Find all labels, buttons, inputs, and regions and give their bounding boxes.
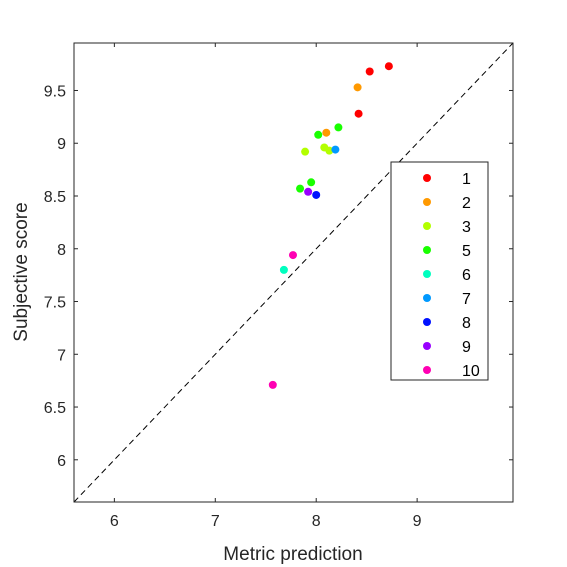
legend-label-2: 2 <box>462 195 471 212</box>
legend-marker-6 <box>423 270 431 278</box>
data-point-series-7 <box>331 145 340 154</box>
legend-marker-10 <box>423 366 431 374</box>
legend-label-5: 5 <box>462 243 471 260</box>
y-tick-label: 7 <box>57 347 66 364</box>
legend-marker-5 <box>423 246 431 254</box>
y-tick-label: 8 <box>57 242 66 259</box>
points-layer <box>268 62 393 389</box>
y-tick-label: 7.5 <box>44 295 66 312</box>
legend-marker-8 <box>423 318 431 326</box>
legend: 1 2 3 5 6 7 8 9 10 <box>390 161 489 381</box>
legend-marker-2 <box>423 198 431 206</box>
data-point-series-5 <box>334 123 343 132</box>
y-tick-label: 9 <box>57 136 66 153</box>
legend-label-6: 6 <box>462 267 471 284</box>
data-point-series-2 <box>322 128 331 137</box>
data-point-series-5 <box>296 184 305 193</box>
y-tick-label: 6 <box>57 453 66 470</box>
data-point-series-10 <box>288 251 297 260</box>
data-point-series-9 <box>304 187 313 196</box>
legend-marker-7 <box>423 294 431 302</box>
y-tick-label: 9.5 <box>44 83 66 100</box>
legend-box <box>390 161 489 381</box>
y-axis-label: Subjective score <box>11 202 32 341</box>
legend-label-8: 8 <box>462 315 471 332</box>
x-axis-label: Metric prediction <box>223 544 362 565</box>
legend-label-7: 7 <box>462 291 471 308</box>
legend-label-9: 9 <box>462 339 471 356</box>
reference-line-layer <box>73 42 514 503</box>
legend-marker-1 <box>423 174 431 182</box>
data-point-series-2 <box>353 83 362 92</box>
data-point-series-6 <box>279 265 288 274</box>
legend-marker-9 <box>423 342 431 350</box>
identity-reference-line <box>73 42 514 503</box>
plot-frame <box>73 42 514 503</box>
data-point-series-5 <box>314 130 323 139</box>
y-tick-label: 6.5 <box>44 400 66 417</box>
x-tick-label: 7 <box>211 513 220 530</box>
data-point-series-8 <box>312 190 321 199</box>
legend-label-3: 3 <box>462 219 471 236</box>
data-point-series-3 <box>301 147 310 156</box>
x-tick-label: 9 <box>413 513 422 530</box>
legend-label-1: 1 <box>462 171 471 188</box>
data-point-series-3 <box>325 146 334 155</box>
x-tick-label: 6 <box>110 513 119 530</box>
legend-label-10: 10 <box>462 363 480 380</box>
legend-marker-3 <box>423 222 431 230</box>
data-point-series-1 <box>365 67 374 76</box>
data-point-series-1 <box>354 109 363 118</box>
data-point-series-1 <box>384 62 393 71</box>
data-point-series-10 <box>268 380 277 389</box>
y-tick-label: 8.5 <box>44 189 66 206</box>
tick-layer: 6 7 8 9 6 6.5 7 7.5 8 8.5 9 9.5 <box>44 43 513 530</box>
x-tick-label: 8 <box>312 513 321 530</box>
data-point-series-5 <box>307 178 316 187</box>
